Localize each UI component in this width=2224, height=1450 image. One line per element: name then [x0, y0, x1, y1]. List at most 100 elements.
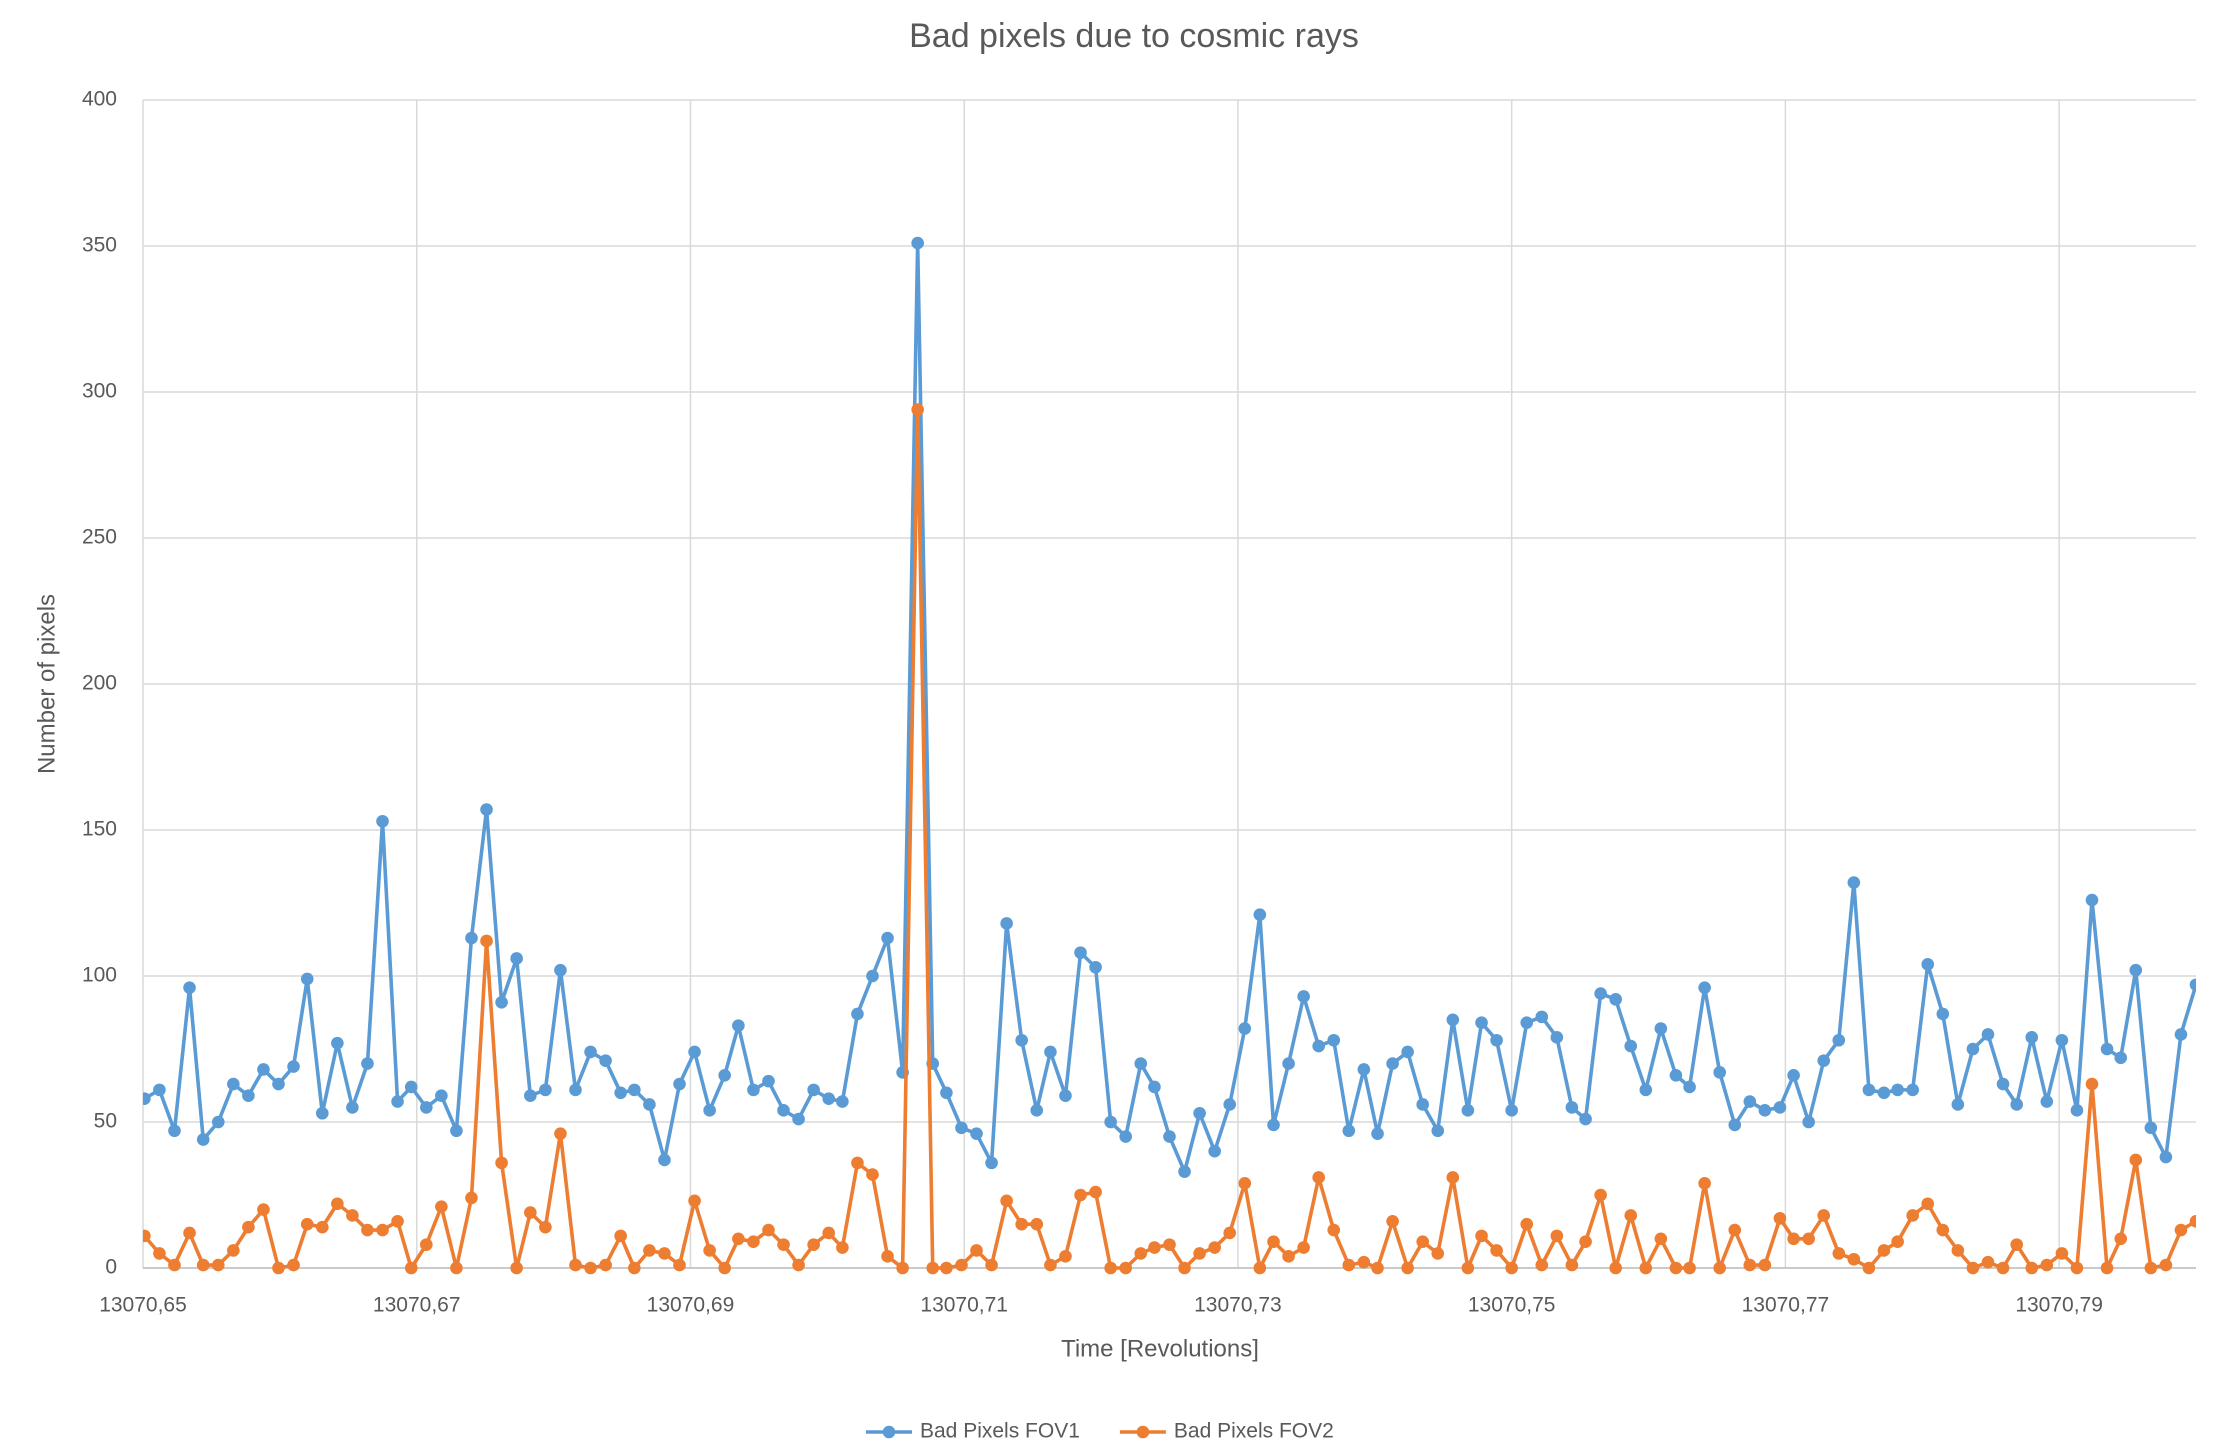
data-point: [1624, 1209, 1638, 1222]
data-point: [747, 1083, 760, 1097]
data-point: [211, 1258, 225, 1272]
data-point: [896, 1261, 909, 1275]
data-point: [792, 1112, 805, 1126]
y-axis-title: Number of pixels: [33, 594, 60, 774]
data-point: [2159, 1258, 2173, 1272]
data-point: [1119, 1261, 1133, 1275]
data-point: [1565, 1101, 1579, 1114]
data-point: [940, 1261, 953, 1275]
data-point: [1119, 1130, 1133, 1143]
data-point: [1371, 1261, 1384, 1275]
data-point: [227, 1244, 240, 1257]
y-tick-label: 150: [82, 818, 117, 841]
data-point: [315, 1106, 329, 1120]
data-point: [1877, 1244, 1891, 1257]
data-point: [1282, 1057, 1295, 1070]
data-point: [866, 1168, 879, 1181]
data-point: [955, 1258, 968, 1272]
data-point: [153, 1083, 166, 1097]
data-point: [673, 1258, 686, 1272]
data-point: [2025, 1031, 2039, 1044]
data-point: [1505, 1261, 1518, 1275]
data-point: [1743, 1258, 1757, 1272]
data-point: [628, 1083, 641, 1097]
data-point: [1698, 1177, 1711, 1190]
data-point: [1832, 1247, 1846, 1260]
data-point: [435, 1200, 448, 1213]
x-axis-title: Time [Revolutions]: [1061, 1335, 1259, 1362]
data-point: [1891, 1083, 1904, 1097]
data-point: [510, 1261, 523, 1275]
data-point: [1238, 1022, 1252, 1035]
data-point: [242, 1220, 255, 1234]
data-point: [1475, 1229, 1488, 1243]
data-point: [1921, 1197, 1935, 1211]
data-point: [1936, 1007, 1950, 1021]
y-tick-label: 50: [94, 1110, 117, 1133]
data-point: [300, 1217, 314, 1231]
data-point: [376, 1223, 389, 1237]
data-point: [1030, 1104, 1044, 1117]
data-point: [1342, 1124, 1356, 1138]
data-point: [1267, 1118, 1280, 1132]
data-point: [404, 1080, 418, 1094]
data-point: [391, 1214, 404, 1228]
data-point: [1327, 1223, 1341, 1237]
data-point: [1579, 1235, 1592, 1249]
data-point: [851, 1156, 864, 1170]
data-point: [2040, 1095, 2054, 1108]
data-point: [2010, 1238, 2024, 1251]
data-point: [153, 1247, 166, 1260]
data-point: [866, 969, 879, 983]
data-point: [465, 931, 478, 945]
data-point: [331, 1197, 344, 1211]
data-point: [211, 1115, 225, 1129]
y-tick-label: 350: [82, 234, 117, 257]
x-tick-label: 13070,79: [2015, 1294, 2103, 1317]
data-point: [1223, 1098, 1237, 1111]
data-point: [1565, 1258, 1579, 1272]
data-point: [435, 1089, 448, 1103]
data-point: [2025, 1261, 2039, 1275]
data-point: [1015, 1217, 1028, 1231]
data-point: [762, 1074, 775, 1088]
data-point: [1877, 1086, 1891, 1100]
data-point: [985, 1156, 998, 1170]
data-point: [1936, 1223, 1950, 1237]
data-point: [1446, 1171, 1460, 1184]
data-point: [1832, 1033, 1846, 1047]
data-point: [703, 1244, 716, 1257]
data-point: [1891, 1235, 1904, 1249]
data-point: [1802, 1232, 1815, 1246]
data-point: [376, 814, 389, 828]
data-point: [1000, 917, 1013, 930]
data-point: [300, 972, 314, 986]
data-point: [747, 1235, 760, 1249]
data-point: [718, 1261, 731, 1275]
data-point: [970, 1244, 983, 1257]
x-tick-label: 13070,75: [1468, 1294, 1556, 1317]
data-point: [1579, 1112, 1592, 1126]
data-point: [2100, 1042, 2114, 1056]
data-point: [1267, 1235, 1280, 1249]
data-point: [1594, 987, 1607, 1000]
data-point: [1134, 1247, 1148, 1260]
data-point: [1773, 1212, 1787, 1225]
data-point: [183, 981, 196, 994]
data-point: [465, 1191, 478, 1205]
data-point: [1862, 1261, 1876, 1275]
data-point: [1089, 960, 1102, 974]
data-point: [911, 403, 924, 416]
y-tick-label: 200: [82, 672, 117, 695]
data-point: [628, 1261, 641, 1275]
data-point: [1074, 1188, 1087, 1202]
data-point: [196, 1258, 210, 1272]
data-point: [1163, 1130, 1176, 1143]
data-point: [881, 931, 894, 945]
data-point: [2129, 1153, 2143, 1167]
data-point: [1297, 990, 1310, 1003]
data-point: [1238, 1177, 1252, 1190]
data-point: [1728, 1118, 1742, 1132]
data-point: [272, 1261, 285, 1275]
data-point: [539, 1220, 552, 1234]
